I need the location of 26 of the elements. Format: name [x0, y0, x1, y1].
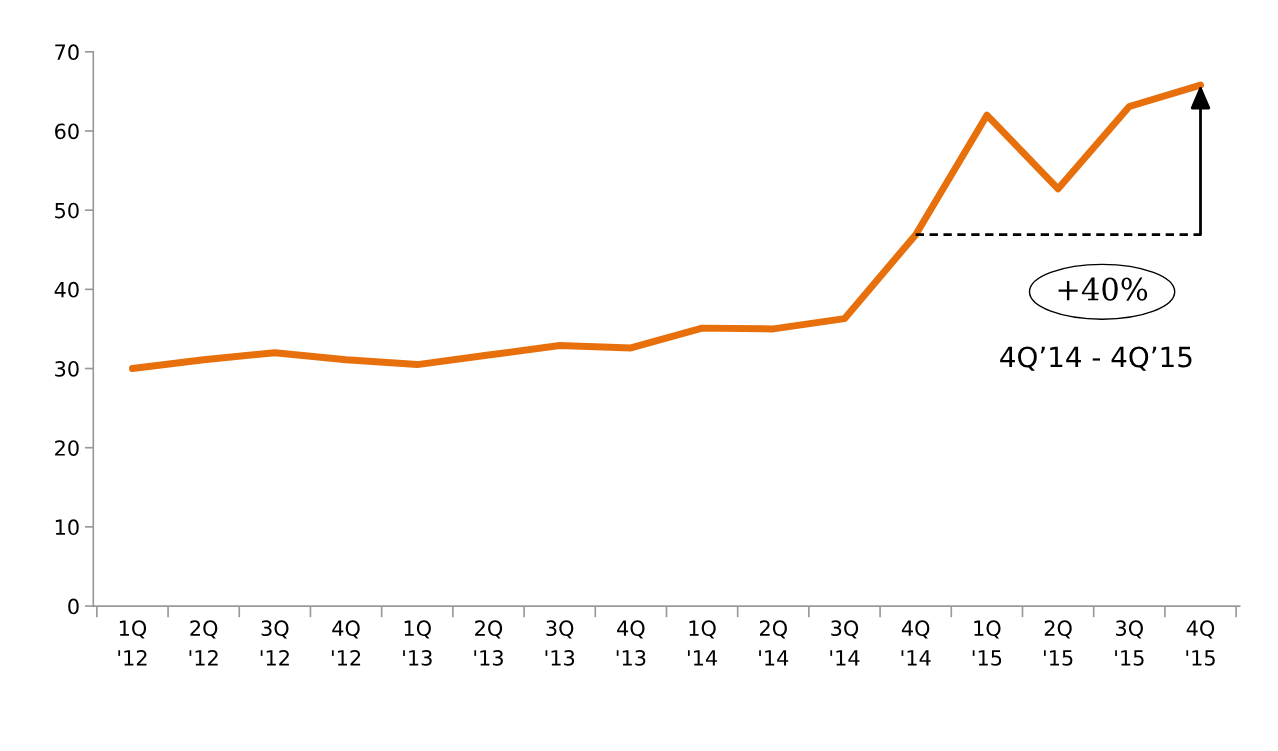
- y-tick-label: 50: [55, 202, 79, 219]
- y-tick-label: 40: [54, 281, 79, 298]
- y-tick-label: 20: [55, 440, 79, 456]
- x-tick-label: 4Q '14: [901, 620, 931, 666]
- y-tick-label: 30: [55, 360, 79, 377]
- x-tick-label: 4Q '15: [1186, 620, 1215, 666]
- y-tick-label: 70: [55, 44, 79, 61]
- annotation: 4Q’14 - 4Q’15: [1000, 346, 1192, 371]
- y-tick-label: 60: [55, 123, 79, 140]
- x-tick-label: 3Q '14: [830, 620, 860, 666]
- x-tick-label: 1Q '12: [118, 620, 147, 666]
- x-tick-label: 4Q '13: [616, 620, 646, 666]
- x-tick-label: 2Q '12: [189, 620, 218, 666]
- x-tick-label: 4Q '12: [331, 620, 361, 666]
- x-tick-label: 3Q '13: [545, 620, 575, 666]
- x-tick-label: 3Q '12: [260, 620, 289, 666]
- y-tick-label: 10: [55, 519, 79, 536]
- x-tick-label: 2Q '13: [474, 620, 503, 666]
- x-tick-label: 3Q '15: [1115, 620, 1144, 666]
- x-tick-label: 2Q '15: [1043, 620, 1073, 666]
- annotation: +40%: [1058, 277, 1148, 301]
- x-tick-label: 2Q '14: [759, 620, 789, 666]
- x-tick-label: 1Q '13: [403, 620, 432, 666]
- x-tick-label: 1Q '15: [972, 620, 1002, 666]
- y-tick-label: 0: [68, 598, 79, 615]
- x-tick-label: 1Q '14: [687, 620, 718, 666]
